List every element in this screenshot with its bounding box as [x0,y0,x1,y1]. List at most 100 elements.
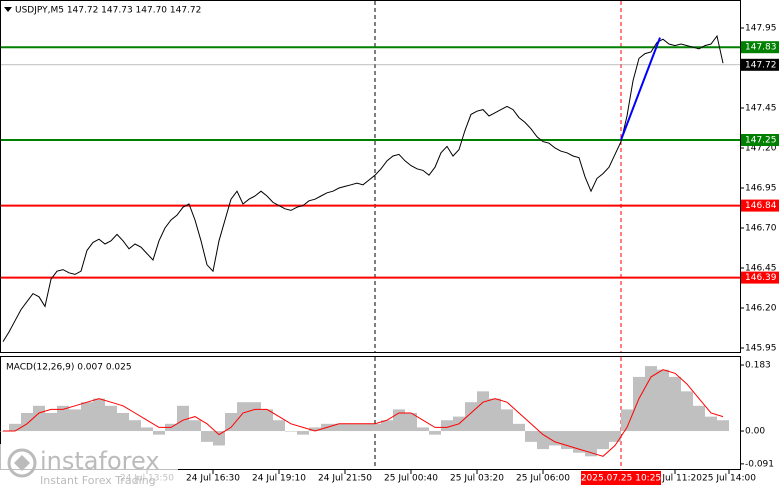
current-price-label: 147.72 [745,60,777,70]
histogram-bar [81,402,93,432]
y-tick-label: 0.183 [745,361,771,371]
histogram-bar [609,431,621,442]
histogram-bar [501,409,513,432]
histogram-bar [237,402,249,432]
histogram-bar [225,413,237,432]
macd-title: MACD(12,26,9) 0.007 0.025 [6,363,132,373]
histogram-bar [369,423,381,432]
histogram-bar [117,413,129,432]
signal-line [3,369,724,457]
histogram-bar [585,431,597,457]
trend-line [620,37,661,141]
level-box [741,41,779,54]
histogram-bar [717,420,729,432]
y-tick-label: -0.091 [745,459,774,469]
price-line [2,34,724,342]
histogram-bar [645,366,657,432]
y-tick-label: 145.95 [745,344,777,354]
chart-title: USDJPY,M5 147.72 147.73 147.70 147.72 [15,6,201,16]
histogram-bar [9,423,21,432]
histogram-bar [441,420,453,432]
level-box [741,199,779,212]
watermark-icon [7,448,37,478]
x-tick-label: 25 Jul 14:00 [702,474,756,484]
macd-panel-frame [0,356,741,470]
histogram-bar [249,402,261,432]
level-box [741,271,779,284]
level-label: 146.84 [745,201,777,211]
histogram-bar [477,391,489,432]
histogram-bar [33,405,45,432]
x-tick-label: 25 Jul 03:20 [450,474,504,484]
histogram-bar [657,369,669,432]
histogram-bar [189,420,201,432]
histogram-bar [525,431,537,442]
x-tick-label: 24 Jul 21:50 [318,474,372,484]
histogram-bar [417,427,429,432]
histogram-bar [261,409,273,432]
histogram-bar [285,431,297,432]
y-tick-label: 146.95 [745,184,777,194]
histogram-bar [357,423,369,432]
histogram-bar [513,423,525,432]
histogram-bar [273,420,285,432]
x-tick-label: 25 Jul 11:20 [648,474,702,484]
time-marker-label: 2025.07.25 10:25 [581,474,661,484]
histogram-bar [573,431,585,453]
histogram-bar [69,409,81,432]
watermark-icon-mark [14,455,30,471]
current-price-box [741,58,779,71]
time-marker-box [581,471,661,485]
histogram-bar [669,376,681,432]
main-panel-frame [0,0,741,353]
watermark: instaforex Instant Forex Trading [0,444,178,489]
histogram-bar [549,431,561,446]
histogram-bar [405,413,417,432]
y-tick-label: 147.45 [745,104,777,114]
x-tick-label: 25 Jul 00:40 [384,474,438,484]
x-tick-label: 24 Jul 16:30 [186,474,240,484]
histogram-bar [177,405,189,432]
histogram-bar [381,420,393,432]
title-marker [4,7,12,12]
y-tick-label: 147.95 [745,24,777,34]
histogram-bar [309,427,321,432]
histogram-bar [201,431,213,442]
histogram-bar [129,420,141,432]
histogram-bar [633,376,645,432]
histogram-bar [57,405,69,432]
histogram-bar [105,405,117,432]
histogram-bar [333,423,345,432]
level-box [741,134,779,146]
level-label: 147.83 [745,43,777,53]
level-label: 146.39 [745,273,777,283]
y-tick-label: 0.00 [745,427,765,437]
x-tick-label: 25 Jul 06:00 [516,474,570,484]
level-label: 147.25 [745,136,777,146]
histogram-bar [153,431,165,435]
histogram-bar [429,431,441,435]
histogram-bar [141,427,153,432]
histogram-bar [693,405,705,432]
y-tick-label: 146.45 [745,264,777,274]
histogram-bar [45,413,57,432]
histogram-bar [21,413,33,432]
histogram-bar [93,398,105,432]
histogram-bar [489,398,501,432]
y-tick-label: 146.20 [745,304,777,314]
histogram-bar [705,416,717,432]
x-tick-label: 24 Jul 19:10 [252,474,306,484]
histogram-bar [345,423,357,432]
histogram-bar [297,431,309,435]
watermark-tagline: Instant Forex Trading [40,474,156,487]
watermark-brand: instaforex [40,447,160,475]
histogram-bar [681,391,693,432]
histogram-bar [621,409,633,432]
histogram-bar [213,431,225,446]
histogram-bar [465,402,477,432]
y-tick-label: 146.70 [745,224,777,234]
y-tick-label: 147.20 [745,144,777,154]
histogram-bar [597,431,609,450]
